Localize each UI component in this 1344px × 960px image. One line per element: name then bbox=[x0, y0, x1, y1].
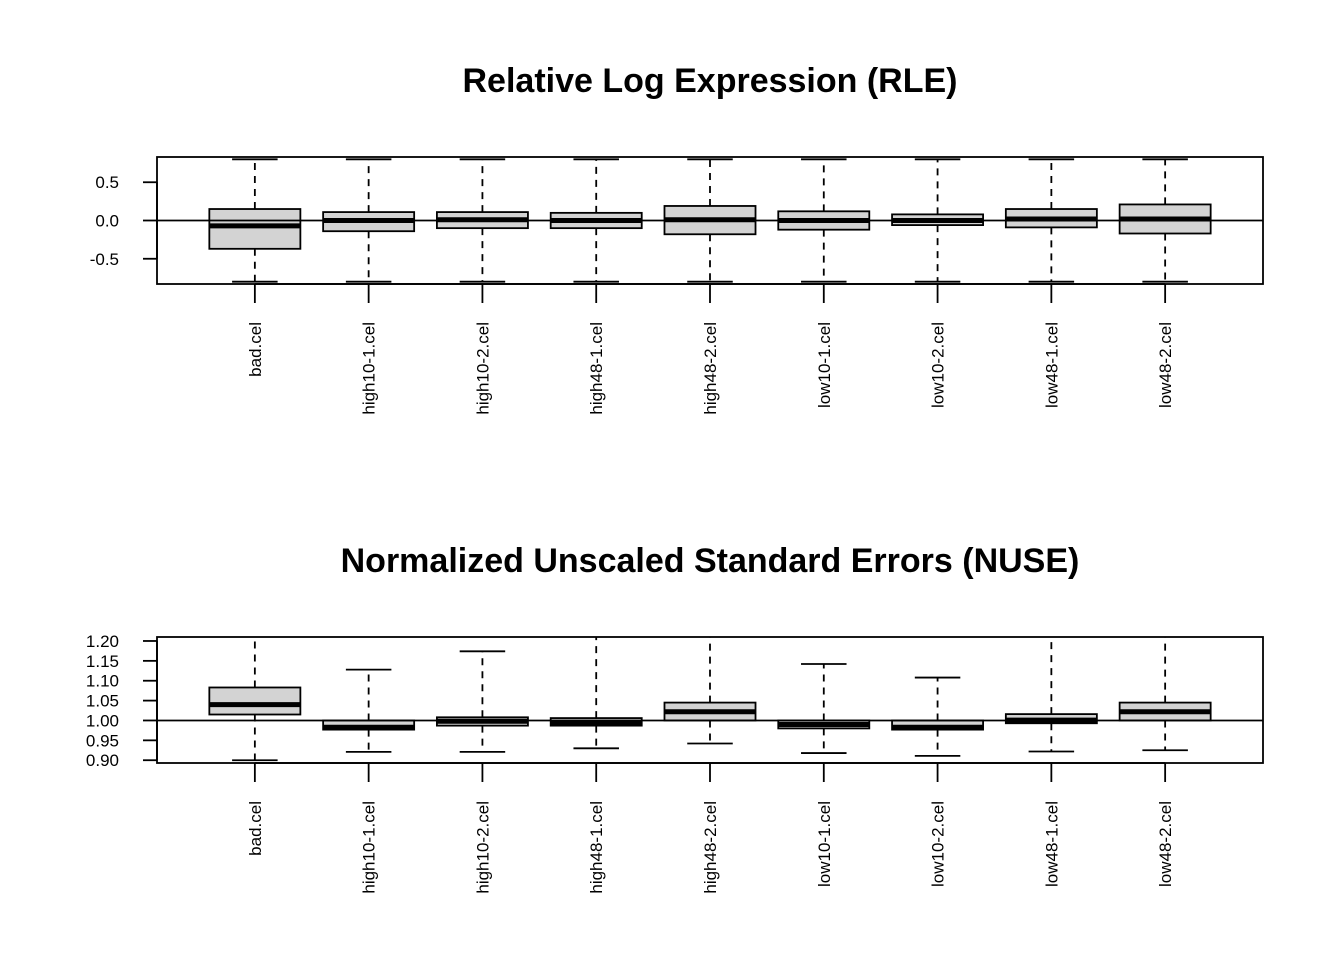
nuse-y-tick-label: 0.90 bbox=[86, 751, 119, 770]
rle-x-tick-label: low48-2.cel bbox=[1156, 322, 1175, 408]
nuse-box-rect bbox=[208, 686, 302, 716]
nuse-title: Normalized Unscaled Standard Errors (NUS… bbox=[341, 542, 1080, 580]
nuse-panel: Normalized Unscaled Standard Errors (NUS… bbox=[86, 542, 1264, 894]
nuse-box-5 bbox=[663, 637, 757, 745]
nuse-x-tick-label: bad.cel bbox=[246, 801, 265, 856]
nuse-x-tick-label: high48-2.cel bbox=[701, 801, 720, 894]
rle-box-9 bbox=[1118, 158, 1212, 283]
rle-box-rect bbox=[208, 208, 302, 250]
rle-box-1 bbox=[208, 158, 302, 283]
nuse-y-tick-label: 1.00 bbox=[86, 711, 119, 730]
rle-x-tick-label: high48-1.cel bbox=[587, 322, 606, 415]
nuse-x-tick-label: low48-2.cel bbox=[1156, 801, 1175, 887]
nuse-x-tick-label: low10-1.cel bbox=[815, 801, 834, 887]
rle-y-tick-label: 0.0 bbox=[95, 212, 119, 231]
rle-x-tick-label: low48-1.cel bbox=[1042, 322, 1061, 408]
rle-x-tick-label: high10-2.cel bbox=[473, 322, 492, 415]
rle-title: Relative Log Expression (RLE) bbox=[463, 62, 958, 100]
nuse-x-tick-label: high10-2.cel bbox=[473, 801, 492, 894]
nuse-box-6 bbox=[777, 663, 871, 754]
nuse-x-tick-label: low48-1.cel bbox=[1042, 801, 1061, 887]
nuse-x-tick-label: high48-1.cel bbox=[587, 801, 606, 894]
nuse-x-axis: bad.cel high10-1.cel high10-2.cel high48-1.… bbox=[246, 762, 1175, 894]
rle-x-tick-label: low10-2.cel bbox=[929, 322, 948, 408]
rle-x-tick-label: bad.cel bbox=[246, 322, 265, 377]
rle-x-axis: bad.cel high10-1.cel high10-2.cel high48-1.… bbox=[246, 283, 1175, 415]
nuse-box-4 bbox=[549, 637, 643, 750]
nuse-box-7 bbox=[891, 676, 984, 757]
nuse-box-8 bbox=[1004, 637, 1098, 753]
nuse-box-1 bbox=[208, 637, 302, 762]
nuse-y-axis: 0.900.951.001.051.101.151.20 bbox=[86, 632, 158, 770]
nuse-box-2 bbox=[322, 668, 416, 753]
rle-y-tick-label: 0.5 bbox=[95, 173, 119, 192]
nuse-x-tick-label: low10-2.cel bbox=[929, 801, 948, 887]
nuse-y-tick-label: 1.05 bbox=[86, 692, 119, 711]
rle-x-tick-label: high10-1.cel bbox=[360, 322, 379, 415]
nuse-x-tick-label: high10-1.cel bbox=[360, 801, 379, 894]
rle-x-tick-label: high48-2.cel bbox=[701, 322, 720, 415]
nuse-y-tick-label: 1.15 bbox=[86, 652, 119, 671]
rle-x-tick-label: low10-1.cel bbox=[815, 322, 834, 408]
nuse-y-tick-label: 1.20 bbox=[86, 632, 119, 651]
rle-y-tick-label: -0.5 bbox=[90, 250, 119, 269]
rle-box-8 bbox=[1004, 158, 1098, 283]
rle-y-axis: -0.5 0.0 0.5 bbox=[90, 173, 158, 269]
rle-panel: Relative Log Expression (RLE) -0.5 0.0 0.5… bbox=[90, 62, 1264, 415]
nuse-y-tick-label: 1.10 bbox=[86, 672, 119, 691]
nuse-box-9 bbox=[1118, 637, 1212, 752]
nuse-box-3 bbox=[436, 650, 529, 753]
nuse-y-tick-label: 0.95 bbox=[86, 731, 119, 750]
